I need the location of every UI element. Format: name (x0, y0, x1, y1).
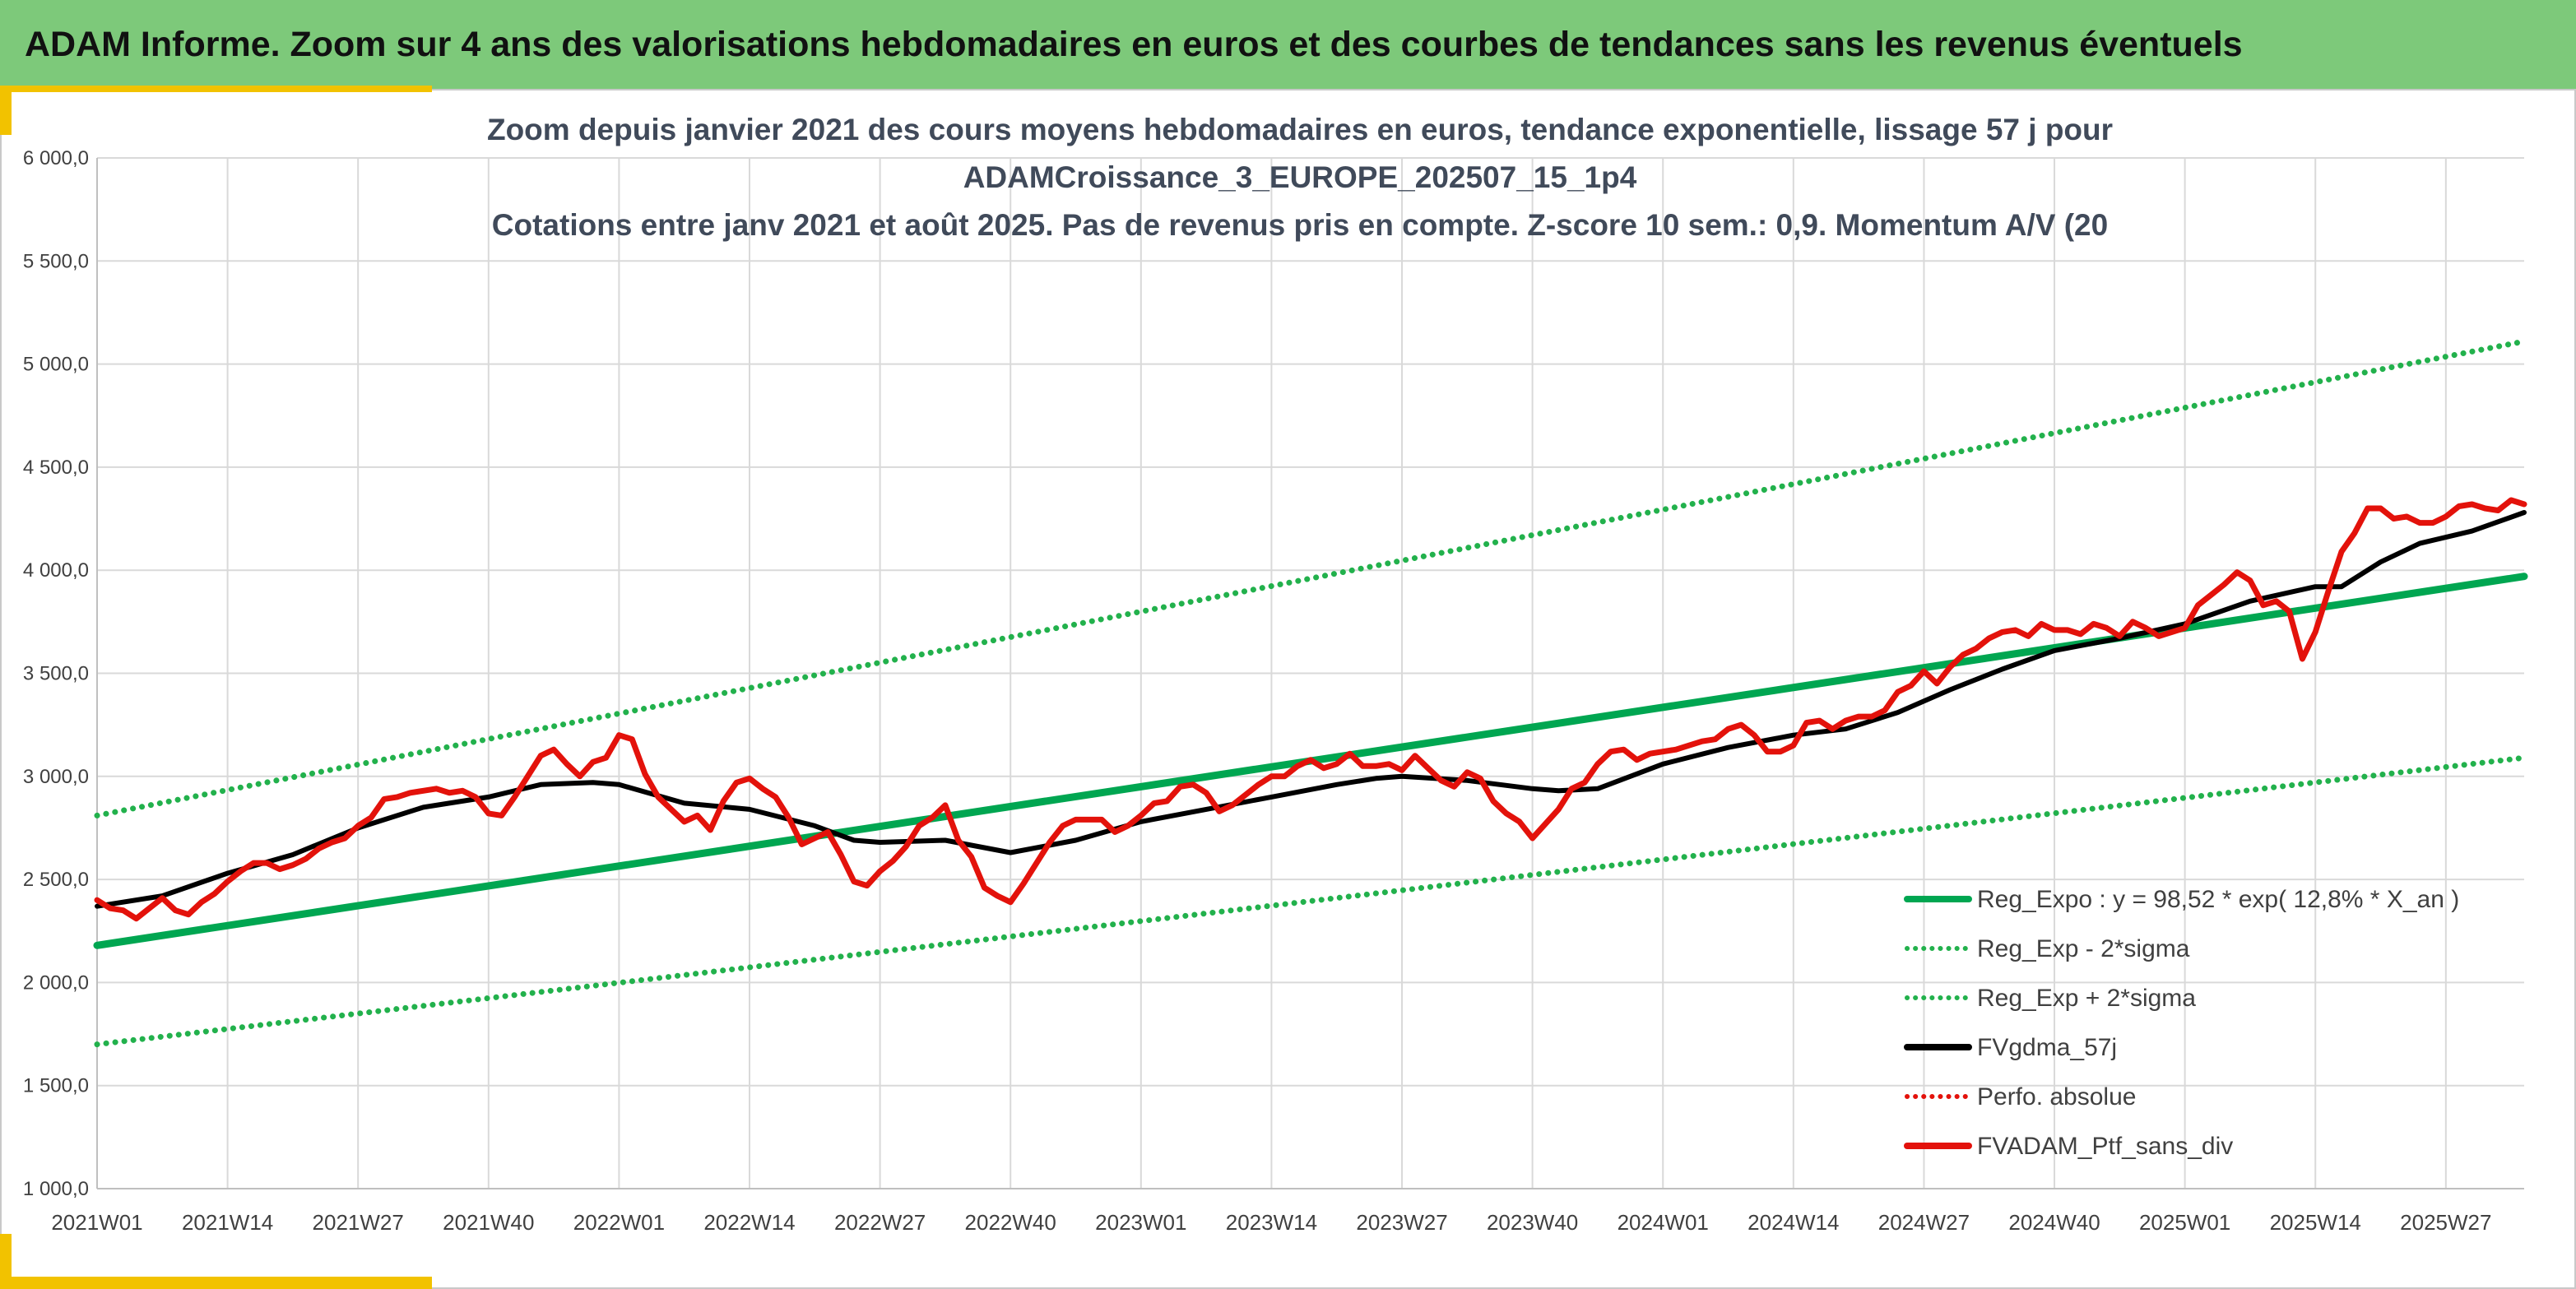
legend-label: Reg_Expo : y = 98,52 * exp( 12,8% * X_an… (1977, 886, 2459, 913)
accent-bar-top (0, 86, 432, 92)
series-line-reg-exp-2-sigma (94, 754, 2527, 1048)
chart-frame (0, 89, 2576, 1289)
y-tick-label: 4 000,0 (23, 559, 89, 582)
legend: Reg_Expo : y = 98,52 * exp( 12,8% * X_an… (1904, 886, 2459, 1160)
y-tick-label: 3 000,0 (23, 766, 89, 788)
chart-title-line: ADAMCroissance_3_EUROPE_202507_15_1p4 (963, 160, 1637, 194)
y-tick-label: 2 000,0 (23, 971, 89, 994)
x-tick-label: 2024W14 (1748, 1210, 1839, 1235)
y-tick-label: 6 000,0 (23, 147, 89, 169)
accent-corner-top (0, 86, 12, 135)
x-axis-labels: 2021W01 2021W14 2021W27 2021W40 2022W01 2022W… (51, 1210, 2491, 1235)
chart-title: Zoom depuis janvier 2021 des cours moyen… (487, 113, 2113, 242)
x-tick-label: 2025W01 (2139, 1210, 2230, 1235)
legend-label: Perfo. absolue (1977, 1083, 2136, 1110)
legend-label: Reg_Exp + 2*sigma (1977, 985, 2196, 1012)
x-tick-label: 2024W01 (1618, 1210, 1709, 1235)
valuation-chart: 1 000,0 1 500,0 2 000,0 2 500,0 3 000,0 3 500… (23, 113, 2528, 1235)
y-tick-label: 1 000,0 (23, 1178, 89, 1200)
series-lines (93, 338, 2528, 1048)
x-tick-label: 2022W40 (965, 1210, 1056, 1235)
series-line-fvadam-ptf-sans-div (94, 497, 2527, 922)
x-tick-label: 2022W01 (573, 1210, 665, 1235)
banner-title: ADAM Informe. Zoom sur 4 ans des valoris… (25, 24, 2243, 64)
y-axis-labels: 1 000,0 1 500,0 2 000,0 2 500,0 3 000,0 3 500… (23, 147, 89, 1200)
legend-label: FVgdma_57j (1977, 1034, 2117, 1061)
y-tick-label: 2 500,0 (23, 869, 89, 891)
y-tick-label: 3 500,0 (23, 663, 89, 685)
legend-label: Reg_Exp - 2*sigma (1977, 935, 2190, 962)
legend-label: FVADAM_Ptf_sans_div (1977, 1133, 2233, 1160)
x-tick-label: 2025W27 (2400, 1210, 2491, 1235)
x-tick-label: 2021W14 (182, 1210, 273, 1235)
x-tick-label: 2023W40 (1487, 1210, 1578, 1235)
chart-title-line: Cotations entre janv 2021 et août 2025. … (492, 208, 2108, 242)
header-banner: ADAM Informe. Zoom sur 4 ans des valoris… (0, 0, 2576, 89)
x-tick-label: 2021W27 (313, 1210, 404, 1235)
accent-bar-bottom (0, 1277, 432, 1289)
x-tick-label: 2024W40 (2008, 1210, 2100, 1235)
chart-title-line: Zoom depuis janvier 2021 des cours moyen… (487, 113, 2113, 146)
grid-lines (96, 157, 2524, 1189)
y-tick-label: 4 500,0 (23, 457, 89, 479)
series-line-reg-exp-2-sigma (94, 338, 2527, 818)
x-tick-label: 2024W27 (1878, 1210, 1970, 1235)
y-tick-label: 5 500,0 (23, 250, 89, 272)
x-tick-label: 2023W27 (1356, 1210, 1447, 1235)
x-tick-label: 2023W14 (1226, 1210, 1317, 1235)
x-tick-label: 2022W14 (703, 1210, 795, 1235)
x-tick-label: 2023W01 (1095, 1210, 1186, 1235)
x-tick-label: 2021W01 (51, 1210, 142, 1235)
accent-corner-bottom (0, 1234, 12, 1289)
y-tick-label: 1 500,0 (23, 1075, 89, 1097)
x-tick-label: 2025W14 (2270, 1210, 2361, 1235)
series-line-fvgdma-57j (95, 510, 2527, 909)
x-tick-label: 2021W40 (443, 1210, 534, 1235)
x-tick-label: 2022W27 (834, 1210, 926, 1235)
y-tick-label: 5 000,0 (23, 354, 89, 376)
